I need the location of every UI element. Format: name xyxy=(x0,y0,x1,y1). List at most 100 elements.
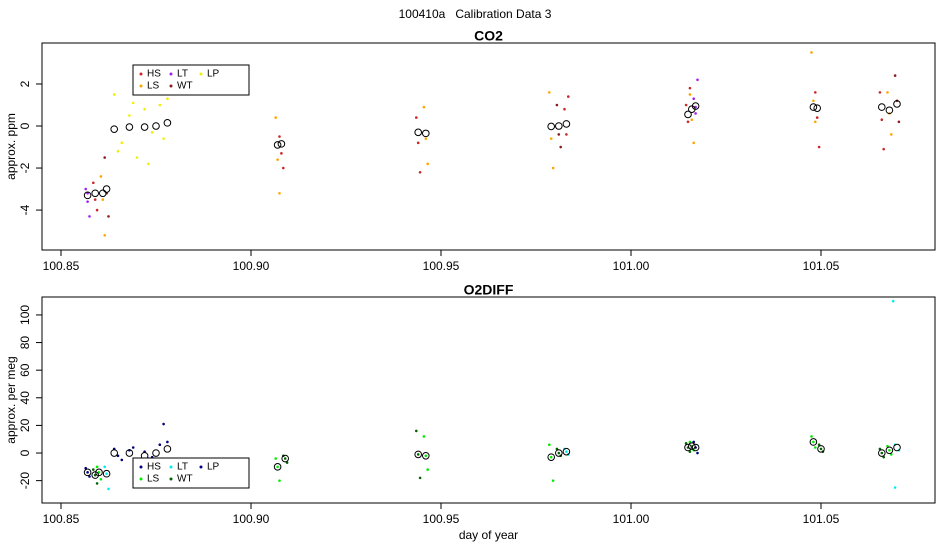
mean-marker xyxy=(91,471,99,479)
data-point xyxy=(891,299,895,303)
x-tick-label: 100.95 xyxy=(423,512,460,526)
mean-marker xyxy=(163,119,172,127)
mean-marker xyxy=(102,185,111,193)
mean-marker xyxy=(878,103,886,111)
mean-marker xyxy=(83,191,92,200)
mean-marker xyxy=(281,454,290,463)
data-point xyxy=(893,74,897,77)
data-point xyxy=(93,198,97,201)
data-point xyxy=(565,133,568,136)
data-point xyxy=(86,471,89,474)
data-point xyxy=(812,99,815,103)
data-point xyxy=(890,133,893,136)
legend-label: WT xyxy=(177,81,193,92)
legend-label: LT xyxy=(177,69,188,80)
data-point xyxy=(548,443,551,447)
data-point xyxy=(882,147,885,151)
data-point xyxy=(120,458,124,462)
y-tick-label: 80 xyxy=(18,336,32,350)
data-point xyxy=(416,141,420,145)
data-point xyxy=(810,435,813,438)
data-point xyxy=(166,440,169,444)
mean-marker xyxy=(809,103,818,111)
legend-label: LP xyxy=(207,69,220,80)
data-point xyxy=(549,137,553,140)
data-point xyxy=(692,141,695,145)
mean-marker xyxy=(684,110,692,119)
y-tick-label: -4 xyxy=(18,204,32,215)
data-point xyxy=(128,114,131,117)
data-point xyxy=(131,446,135,449)
data-point xyxy=(99,477,103,481)
data-point xyxy=(426,468,430,471)
data-point xyxy=(416,453,420,456)
data-point xyxy=(694,112,697,115)
x-tick-label: 101.05 xyxy=(803,259,840,273)
mean-marker xyxy=(152,122,160,130)
data-point xyxy=(814,91,817,94)
legend-marker xyxy=(169,84,173,88)
legend-box xyxy=(132,457,250,489)
data-point xyxy=(819,447,823,451)
mean-marker xyxy=(547,122,556,131)
x-tick-label: 101.05 xyxy=(803,512,840,526)
data-point xyxy=(158,443,162,447)
data-point xyxy=(426,162,430,166)
plot-frame xyxy=(41,42,936,251)
data-point xyxy=(548,91,551,94)
data-point xyxy=(88,215,91,218)
mean-marker xyxy=(813,104,822,112)
data-point xyxy=(692,97,695,100)
mean-marker xyxy=(95,468,103,477)
x-tick-label: 101.00 xyxy=(613,259,650,273)
data-point xyxy=(278,191,281,195)
data-point xyxy=(893,486,897,489)
data-point xyxy=(880,118,884,122)
panel-title: O2DIFF xyxy=(464,282,514,298)
mean-marker xyxy=(562,447,571,456)
mean-marker xyxy=(273,141,282,149)
legend-marker xyxy=(169,477,173,481)
mean-marker xyxy=(83,468,92,477)
data-point xyxy=(276,465,279,469)
mean-marker xyxy=(688,442,696,450)
data-point xyxy=(107,487,110,491)
data-point xyxy=(415,429,418,433)
data-point xyxy=(878,91,882,94)
x-tick-label: 101.00 xyxy=(613,512,650,526)
data-point xyxy=(557,451,561,455)
y-tick-label: 2 xyxy=(18,80,32,87)
mean-marker xyxy=(893,100,901,108)
legend-label: HS xyxy=(147,462,161,473)
mean-marker xyxy=(691,443,700,452)
data-point xyxy=(99,175,103,178)
mean-marker xyxy=(414,128,423,137)
data-point xyxy=(567,95,570,98)
legend-marker xyxy=(199,465,203,469)
data-point xyxy=(886,91,889,94)
data-point xyxy=(559,145,562,149)
mean-marker xyxy=(562,120,571,128)
mean-marker xyxy=(885,106,894,115)
data-point xyxy=(103,156,106,159)
x-axis-label: day of year xyxy=(459,528,518,542)
y-tick-label: 0 xyxy=(18,122,32,129)
y-tick-label: 60 xyxy=(18,363,32,377)
data-point xyxy=(696,78,699,82)
data-point xyxy=(814,120,817,124)
data-point xyxy=(815,116,819,119)
data-point xyxy=(276,158,279,161)
data-point xyxy=(280,152,283,155)
data-point xyxy=(551,479,555,482)
legend-label: LT xyxy=(177,462,188,473)
data-point xyxy=(103,233,106,237)
data-point xyxy=(422,435,426,438)
mean-marker xyxy=(547,453,556,461)
x-tick-label: 100.85 xyxy=(43,259,80,273)
data-point xyxy=(278,479,281,482)
data-point xyxy=(150,131,154,134)
data-point xyxy=(84,187,87,191)
data-point xyxy=(147,162,150,166)
mean-marker xyxy=(140,123,149,131)
